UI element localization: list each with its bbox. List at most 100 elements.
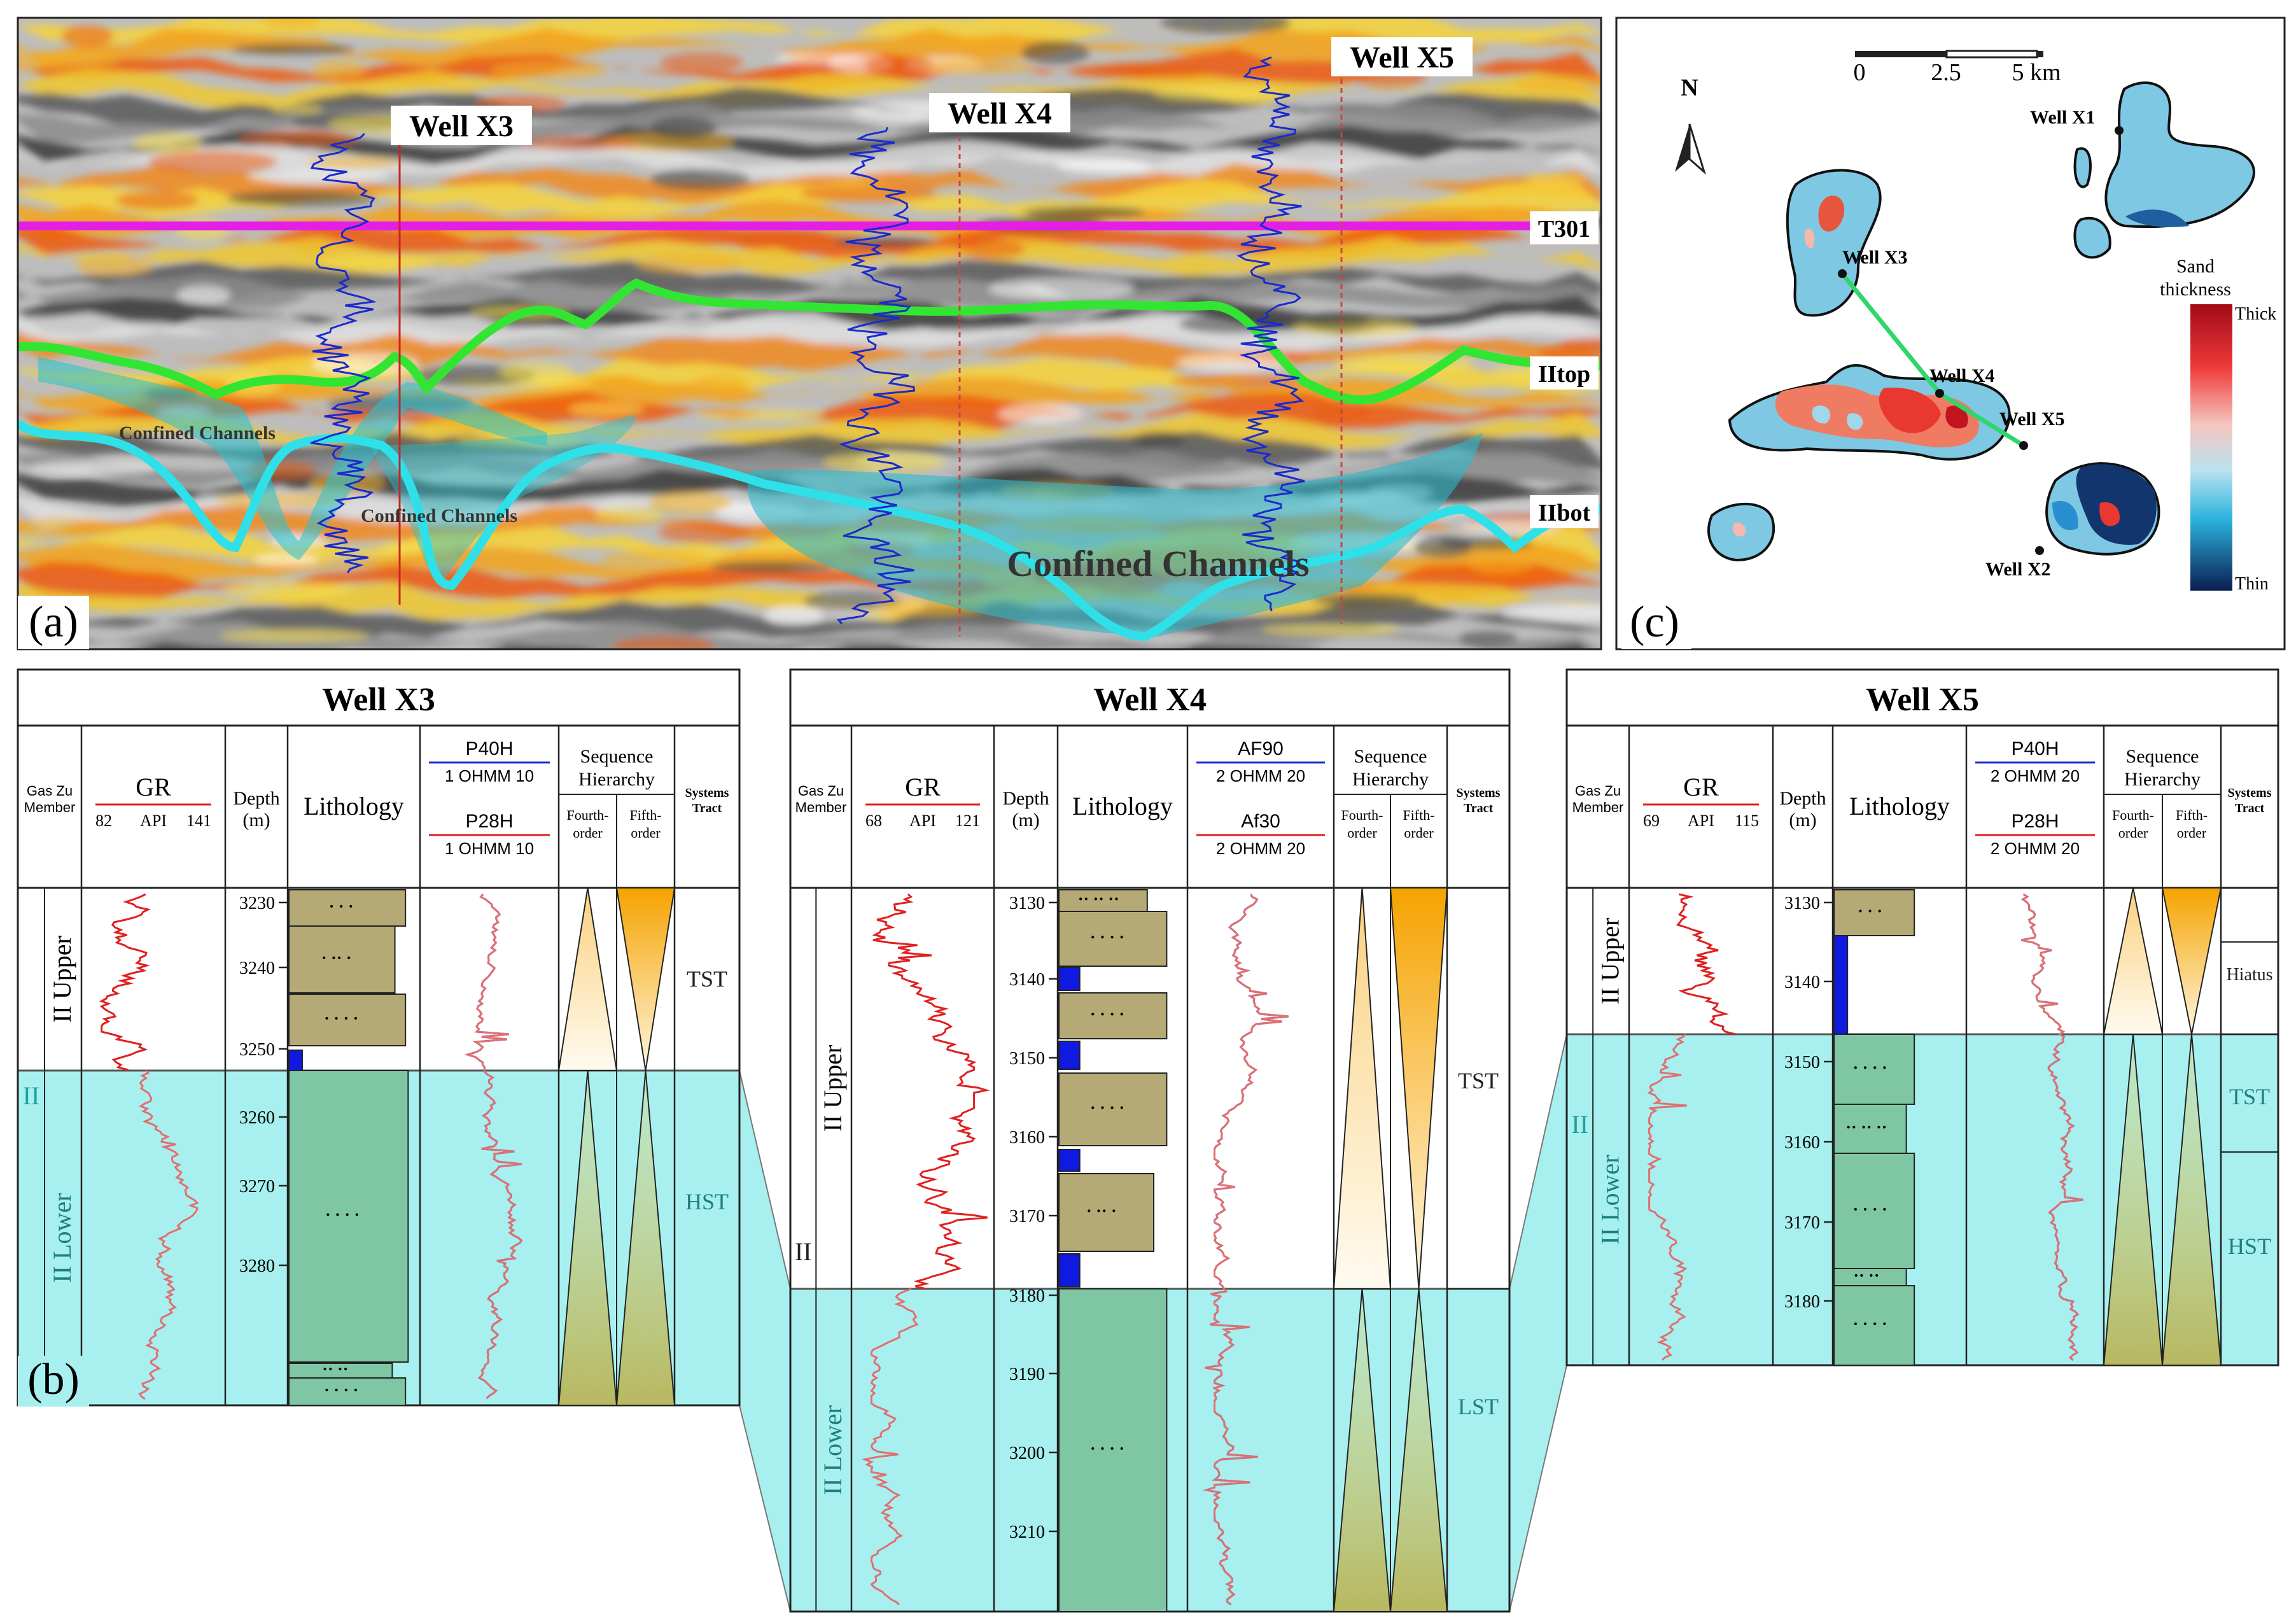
depth-tick: 3280: [239, 1256, 275, 1276]
lithology-dots: · · · ·: [1090, 1440, 1124, 1458]
correlation-band-x3-x4: [739, 1070, 791, 1612]
lithology-dots: ·· ··: [1853, 1267, 1879, 1285]
map-well-dot-x5: [2019, 441, 2028, 450]
systems-tract-label: HST: [2228, 1233, 2271, 1259]
gr-log-lower: [1647, 1033, 1688, 1361]
res-log-shallow: [1203, 894, 1289, 1606]
hdr-gr-unit: API: [909, 812, 936, 830]
seismic-amplitude-patch: [1072, 66, 1208, 80]
seismic-label-well-x3: Well X3: [409, 109, 514, 143]
systems-tract-label: TST: [687, 966, 727, 992]
fifth-order-upper-triangle: [615, 887, 676, 1071]
seismic-amplitude-patch: [116, 191, 199, 210]
seismic-amplitude-patch: [998, 404, 1083, 424]
map-well-dot-x4: [1935, 389, 1944, 398]
hdr-member: Gas Zu: [27, 783, 73, 799]
seismic-reflector-band: [18, 141, 1601, 181]
map-well-dot-x1: [2115, 126, 2124, 135]
seismic-amplitude-patch: [176, 285, 231, 305]
hdr-member-2: Member: [795, 799, 847, 815]
member-ii-upper: II Upper: [48, 936, 76, 1023]
panel-label-b: (b): [27, 1355, 80, 1404]
legend-title-line1: Sand: [2176, 256, 2215, 277]
systems-tract-label: TST: [1458, 1068, 1499, 1093]
seismic-gr-log-x4: [836, 127, 916, 624]
seismic-reflector-band: [18, 274, 1601, 316]
seismic-amplitude-patch: [1502, 604, 1601, 622]
systems-tract-label: TST: [2229, 1084, 2270, 1109]
scale-bar: 0 2.5 5 km: [1854, 50, 2061, 86]
seismic-gr-log-x5: [1236, 56, 1305, 612]
depth-tick: 3260: [239, 1108, 275, 1128]
lithology-bed: [288, 1050, 303, 1071]
hdr-fifth: Fifth-: [1403, 807, 1434, 823]
depth-tick: 3210: [1009, 1522, 1045, 1542]
lithology-bed: [1833, 889, 1915, 936]
depth-tick: 3180: [1009, 1286, 1045, 1306]
member-ii-lower: II Lower: [48, 1193, 76, 1282]
seismic-amplitude-patch: [223, 580, 353, 600]
lithology-bed: [1058, 1253, 1081, 1288]
seismic-amplitude-patch: [698, 409, 827, 421]
hdr-res1: AF90: [1238, 738, 1284, 759]
hdr-gr: GR: [905, 773, 941, 801]
map-label-well-x1: Well X1: [2030, 107, 2096, 128]
seismic-amplitude-patch: [1312, 593, 1420, 606]
systems-tract-label: LST: [1458, 1394, 1499, 1419]
hdr-lithology: Lithology: [1072, 792, 1173, 820]
hdr-member: Gas Zu: [798, 783, 844, 799]
seismic-amplitude-patch: [306, 157, 400, 169]
seismic-amplitude-patch: [799, 185, 937, 202]
seismic-amplitude-patch: [1458, 631, 1518, 647]
map-label-well-x3: Well X3: [1842, 247, 1908, 268]
seismic-gr-log-x3: [310, 132, 377, 573]
seismic-amplitude-patch: [220, 629, 370, 643]
thickness-legend: Sand thickness Thick Thin: [2160, 256, 2276, 594]
map-well-dot-x2: [2035, 546, 2044, 555]
lithology-dots: ·· ··: [322, 1360, 348, 1379]
sand-body-x3: [1786, 169, 1882, 317]
depth-tick: 3160: [1009, 1128, 1045, 1148]
lithology-dots: ·· ·· ··: [1845, 1118, 1887, 1137]
hdr-member-2: Member: [1572, 799, 1624, 815]
north-label: N: [1681, 74, 1698, 101]
hdr-gr-max: 115: [1735, 812, 1759, 830]
seismic-reflector-band: [18, 179, 1601, 219]
seismic-amplitude-patch: [230, 43, 356, 55]
seismic-amplitude-patch: [18, 517, 123, 538]
channel-label-1: Confined Channels: [119, 423, 276, 444]
lithology-dots: · · · ·: [1090, 928, 1124, 946]
fifth-order-upper-triangle: [1389, 887, 1448, 1289]
seismic-reflector-band: [18, 486, 1601, 528]
gr-log-lower: [861, 1288, 919, 1606]
scale-tick-0: 0: [1854, 59, 1866, 86]
depth-tick: 3170: [1009, 1207, 1045, 1226]
map-label-well-x2: Well X2: [1985, 559, 2051, 580]
seismic-amplitude-patch: [765, 605, 823, 626]
hdr-res2-range: 2 OHMM 20: [1991, 839, 2080, 858]
seismic-amplitude-patch: [692, 374, 750, 392]
map-well-dot-x3: [1838, 269, 1847, 278]
depth-tick: 3240: [239, 959, 275, 978]
hdr-depth-unit: (m): [242, 810, 270, 831]
gr-log-upper: [872, 893, 990, 1290]
hdr-fifth-2: order: [2177, 825, 2207, 841]
lithology-dots: · ·· ·: [321, 949, 352, 967]
hdr-seq-2: Hierarchy: [578, 769, 655, 790]
sand-body-sw: [1707, 502, 1775, 562]
seismic-amplitude-patch: [1525, 173, 1585, 185]
hdr-member-2: Member: [24, 799, 76, 815]
hdr-seq: Sequence: [2126, 746, 2199, 767]
hdr-gr-min: 69: [1643, 812, 1660, 830]
seismic-amplitude-patch: [774, 53, 864, 64]
hdr-systems-2: Tract: [692, 801, 722, 815]
hdr-fifth: Fifth-: [629, 807, 661, 823]
hdr-fifth-2: order: [1404, 825, 1434, 841]
seismic-amplitude-patch: [1177, 353, 1289, 372]
depth-tick: 3190: [1009, 1365, 1045, 1384]
hdr-gr: GR: [136, 773, 171, 801]
seismic-label-well-x5: Well X5: [1350, 41, 1454, 74]
seismic-amplitude-patch: [649, 491, 732, 514]
north-arrow-icon: N: [1675, 74, 1706, 175]
fifth-order-lower-triangle: [2161, 1034, 2222, 1366]
